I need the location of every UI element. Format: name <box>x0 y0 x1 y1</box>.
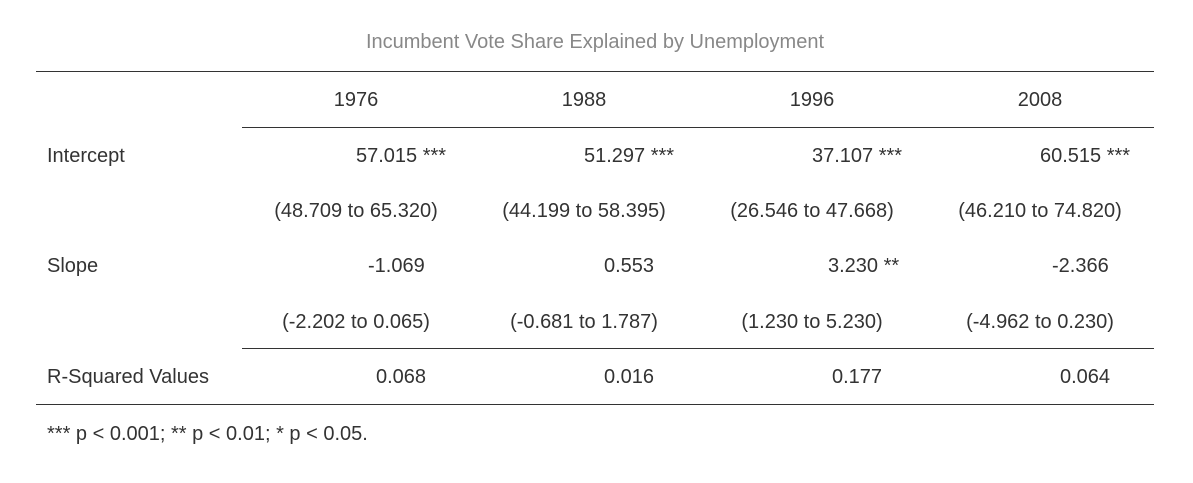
column-header-1988: 1988 <box>561 89 607 111</box>
slope-estimate-2008: -2.366 <box>1052 255 1109 277</box>
slope-estimate-1976: -1.069 <box>368 255 425 277</box>
body-rule <box>242 348 1154 349</box>
bottom-rule <box>36 404 1154 405</box>
significance-footnote: *** p < 0.001; ** p < 0.01; * p < 0.05. <box>47 423 368 445</box>
r-squared-1996: 0.177 <box>832 366 883 388</box>
intercept-estimate-1996: 37.107 *** <box>812 145 903 167</box>
intercept-interval-1996: (26.546 to 47.668) <box>730 200 894 222</box>
r-squared-2008: 0.064 <box>1060 366 1111 388</box>
column-header-1976: 1976 <box>333 89 379 111</box>
row-label-r-squared: R-Squared Values <box>47 366 209 388</box>
intercept-estimate-1976: 57.015 *** <box>356 145 447 167</box>
slope-estimate-1996: 3.230 ** <box>828 255 900 277</box>
slope-interval-1996: (1.230 to 5.230) <box>741 311 883 333</box>
slope-estimate-1988: 0.553 <box>604 255 655 277</box>
slope-interval-1988: (-0.681 to 1.787) <box>510 311 658 333</box>
intercept-interval-2008: (46.210 to 74.820) <box>958 200 1122 222</box>
intercept-estimate-2008: 60.515 *** <box>1040 145 1131 167</box>
intercept-estimate-1988: 51.297 *** <box>584 145 675 167</box>
slope-interval-2008: (-4.962 to 0.230) <box>966 311 1114 333</box>
intercept-interval-1988: (44.199 to 58.395) <box>502 200 666 222</box>
r-squared-1988: 0.016 <box>604 366 655 388</box>
header-rule <box>242 127 1154 128</box>
row-label-intercept: Intercept <box>47 145 125 167</box>
r-squared-1976: 0.068 <box>376 366 427 388</box>
intercept-interval-1976: (48.709 to 65.320) <box>274 200 438 222</box>
row-label-slope: Slope <box>47 255 99 277</box>
slope-interval-1976: (-2.202 to 0.065) <box>282 311 430 333</box>
column-header-1996: 1996 <box>789 89 835 111</box>
column-header-2008: 2008 <box>1017 89 1063 111</box>
top-rule <box>36 71 1154 72</box>
table-title: Incumbent Vote Share Explained by Unempl… <box>365 31 825 53</box>
